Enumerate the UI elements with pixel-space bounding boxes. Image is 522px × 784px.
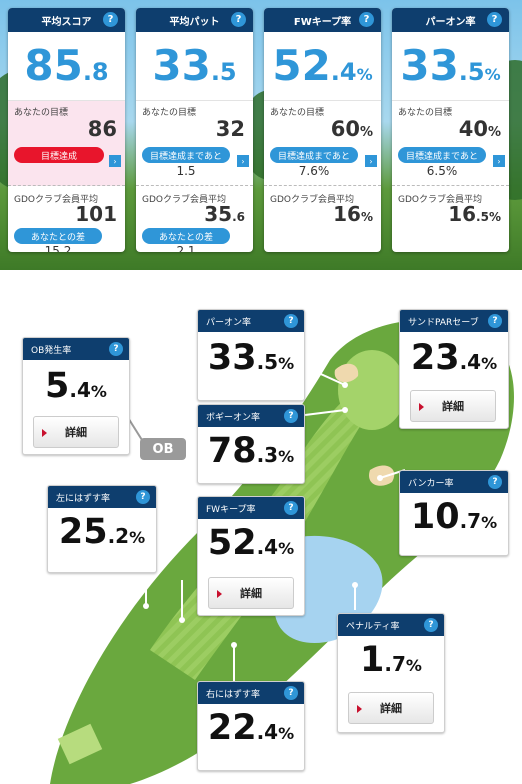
bunker-rate-value: 10.7% — [410, 497, 498, 537]
summary-card-par-on: パーオン率? 33.5% あなたの目標 40% 目標達成まであと 6.5% › … — [392, 8, 509, 252]
tee-box — [57, 723, 103, 765]
ob-marker: OB — [140, 438, 186, 460]
average-section: GDOクラブ会員平均 16% — [270, 195, 373, 226]
goal-remaining-badge: 目標達成まであと — [142, 147, 230, 163]
help-icon[interactable]: ? — [488, 314, 502, 328]
arrow-right-icon — [217, 590, 222, 598]
par-on-rate-card: パーオン率? 33.5% — [197, 309, 305, 401]
card-title: サンドPARセーブ? — [400, 310, 508, 332]
average-value: 16% — [333, 202, 373, 226]
sand-par-save-card: サンドPARセーブ? 23.4% 詳細 — [399, 309, 509, 429]
goal-value: 86 — [87, 117, 117, 141]
left-miss-rate-card: 左にはずす率? 25.2% — [47, 485, 157, 573]
arrow-right-icon[interactable]: › — [365, 155, 377, 167]
average-section: GDOクラブ会員平均 16.5% — [398, 195, 501, 226]
card-title: ペナルティ率? — [338, 614, 444, 636]
fw-keep-rate-card: FWキープ率? 52.4% 詳細 — [197, 496, 305, 616]
card-title: 平均スコア? — [8, 8, 125, 32]
goal-value: 32 — [215, 117, 245, 141]
card-title: 左にはずす率? — [48, 486, 156, 508]
average-section: GDOクラブ会員平均 101 あなたとの差 15.2 — [8, 186, 125, 252]
right-miss-rate-card: 右にはずす率? 22.4% — [197, 681, 305, 771]
diff-value: 15.2 — [44, 244, 72, 252]
help-icon[interactable]: ? — [487, 12, 502, 27]
help-icon[interactable]: ? — [103, 12, 118, 27]
fw-keep-rate-value: 52.4% — [207, 523, 295, 563]
arrow-right-icon — [42, 429, 47, 437]
goal-achieved-badge: 目標達成 — [14, 147, 104, 163]
card-title: FWキープ率? — [198, 497, 304, 519]
help-icon[interactable]: ? — [488, 475, 502, 489]
goal-remaining-value: 7.6% — [298, 164, 330, 178]
bunker-near-green — [334, 363, 359, 383]
card-title: バンカー率? — [400, 471, 508, 493]
main-value: 52.4% — [272, 41, 373, 90]
average-value: 16.5% — [448, 202, 501, 226]
main-value: 33.5 — [152, 41, 237, 90]
diff-value: 2.1 — [176, 244, 196, 252]
card-title: パーオン率? — [392, 8, 509, 32]
bunker-rate-card: バンカー率? 10.7% — [399, 470, 509, 556]
arrow-right-icon — [357, 705, 362, 713]
green-area — [338, 350, 406, 430]
help-icon[interactable]: ? — [136, 490, 150, 504]
penalty-rate-card: ペナルティ率? 1.7% 詳細 — [337, 613, 445, 733]
fw-detail-button[interactable]: 詳細 — [208, 577, 294, 609]
help-icon[interactable]: ? — [359, 12, 374, 27]
average-value: 101 — [75, 202, 117, 226]
arrow-right-icon[interactable]: › — [109, 155, 121, 167]
goal-remaining-badge: 目標達成まであと — [270, 147, 358, 163]
card-title: ボギーオン率? — [198, 405, 304, 427]
help-icon[interactable]: ? — [284, 314, 298, 328]
goal-section: あなたの目標 60% 目標達成まであと 7.6% › — [264, 100, 381, 186]
goal-value: 60% — [330, 117, 373, 141]
par-on-rate-value: 33.5% — [207, 338, 295, 378]
card-title: 平均パット? — [136, 8, 253, 32]
goal-remaining-badge: 目標達成まであと — [398, 147, 486, 163]
help-icon[interactable]: ? — [284, 501, 298, 515]
help-icon[interactable]: ? — [424, 618, 438, 632]
goal-value: 40% — [458, 117, 501, 141]
sand-par-save-value: 23.4% — [410, 338, 498, 378]
help-icon[interactable]: ? — [284, 686, 298, 700]
average-section: GDOクラブ会員平均 35.6 あなたとの差 2.1 — [136, 186, 253, 252]
summary-card-avg-score: 平均スコア? 85.8 あなたの目標 86 目標達成 › GDOクラブ会員平均 … — [8, 8, 125, 252]
diff-badge: あなたとの差 — [142, 228, 230, 244]
card-title: FWキープ率? — [264, 8, 381, 32]
card-title: OB発生率? — [23, 338, 129, 360]
card-title: パーオン率? — [198, 310, 304, 332]
bogey-on-rate-card: ボギーオン率? 78.3% — [197, 404, 305, 484]
help-icon[interactable]: ? — [109, 342, 123, 356]
sand-detail-button[interactable]: 詳細 — [410, 390, 496, 422]
summary-card-fw-keep: FWキープ率? 52.4% あなたの目標 60% 目標達成まであと 7.6% ›… — [264, 8, 381, 252]
goal-section: あなたの目標 32 目標達成まであと 1.5 › — [136, 100, 253, 186]
main-value: 33.5% — [400, 41, 501, 90]
goal-section: あなたの目標 40% 目標達成まであと 6.5% › — [392, 100, 509, 186]
arrow-right-icon[interactable]: › — [237, 155, 249, 167]
arrow-right-icon[interactable]: › — [493, 155, 505, 167]
goal-section: あなたの目標 86 目標達成 › — [8, 100, 125, 186]
help-icon[interactable]: ? — [284, 409, 298, 423]
main-value: 85.8 — [24, 41, 109, 90]
arrow-right-icon — [419, 403, 424, 411]
goal-remaining-value: 1.5 — [176, 164, 196, 178]
ob-detail-button[interactable]: 詳細 — [33, 416, 119, 448]
ob-rate-value: 5.4% — [45, 366, 107, 406]
help-icon[interactable]: ? — [231, 12, 246, 27]
penalty-rate-value: 1.7% — [360, 640, 422, 680]
right-miss-rate-value: 22.4% — [207, 708, 295, 748]
ob-rate-card: OB発生率? 5.4% 詳細 — [22, 337, 130, 455]
left-miss-rate-value: 25.2% — [58, 512, 146, 552]
goal-remaining-value: 6.5% — [426, 164, 458, 178]
bogey-on-rate-value: 78.3% — [207, 431, 295, 471]
diff-badge: あなたとの差 — [14, 228, 102, 244]
average-value: 35.6 — [204, 202, 245, 226]
card-title: 右にはずす率? — [198, 682, 304, 704]
penalty-detail-button[interactable]: 詳細 — [348, 692, 434, 724]
summary-card-avg-putt: 平均パット? 33.5 あなたの目標 32 目標達成まであと 1.5 › GDO… — [136, 8, 253, 252]
